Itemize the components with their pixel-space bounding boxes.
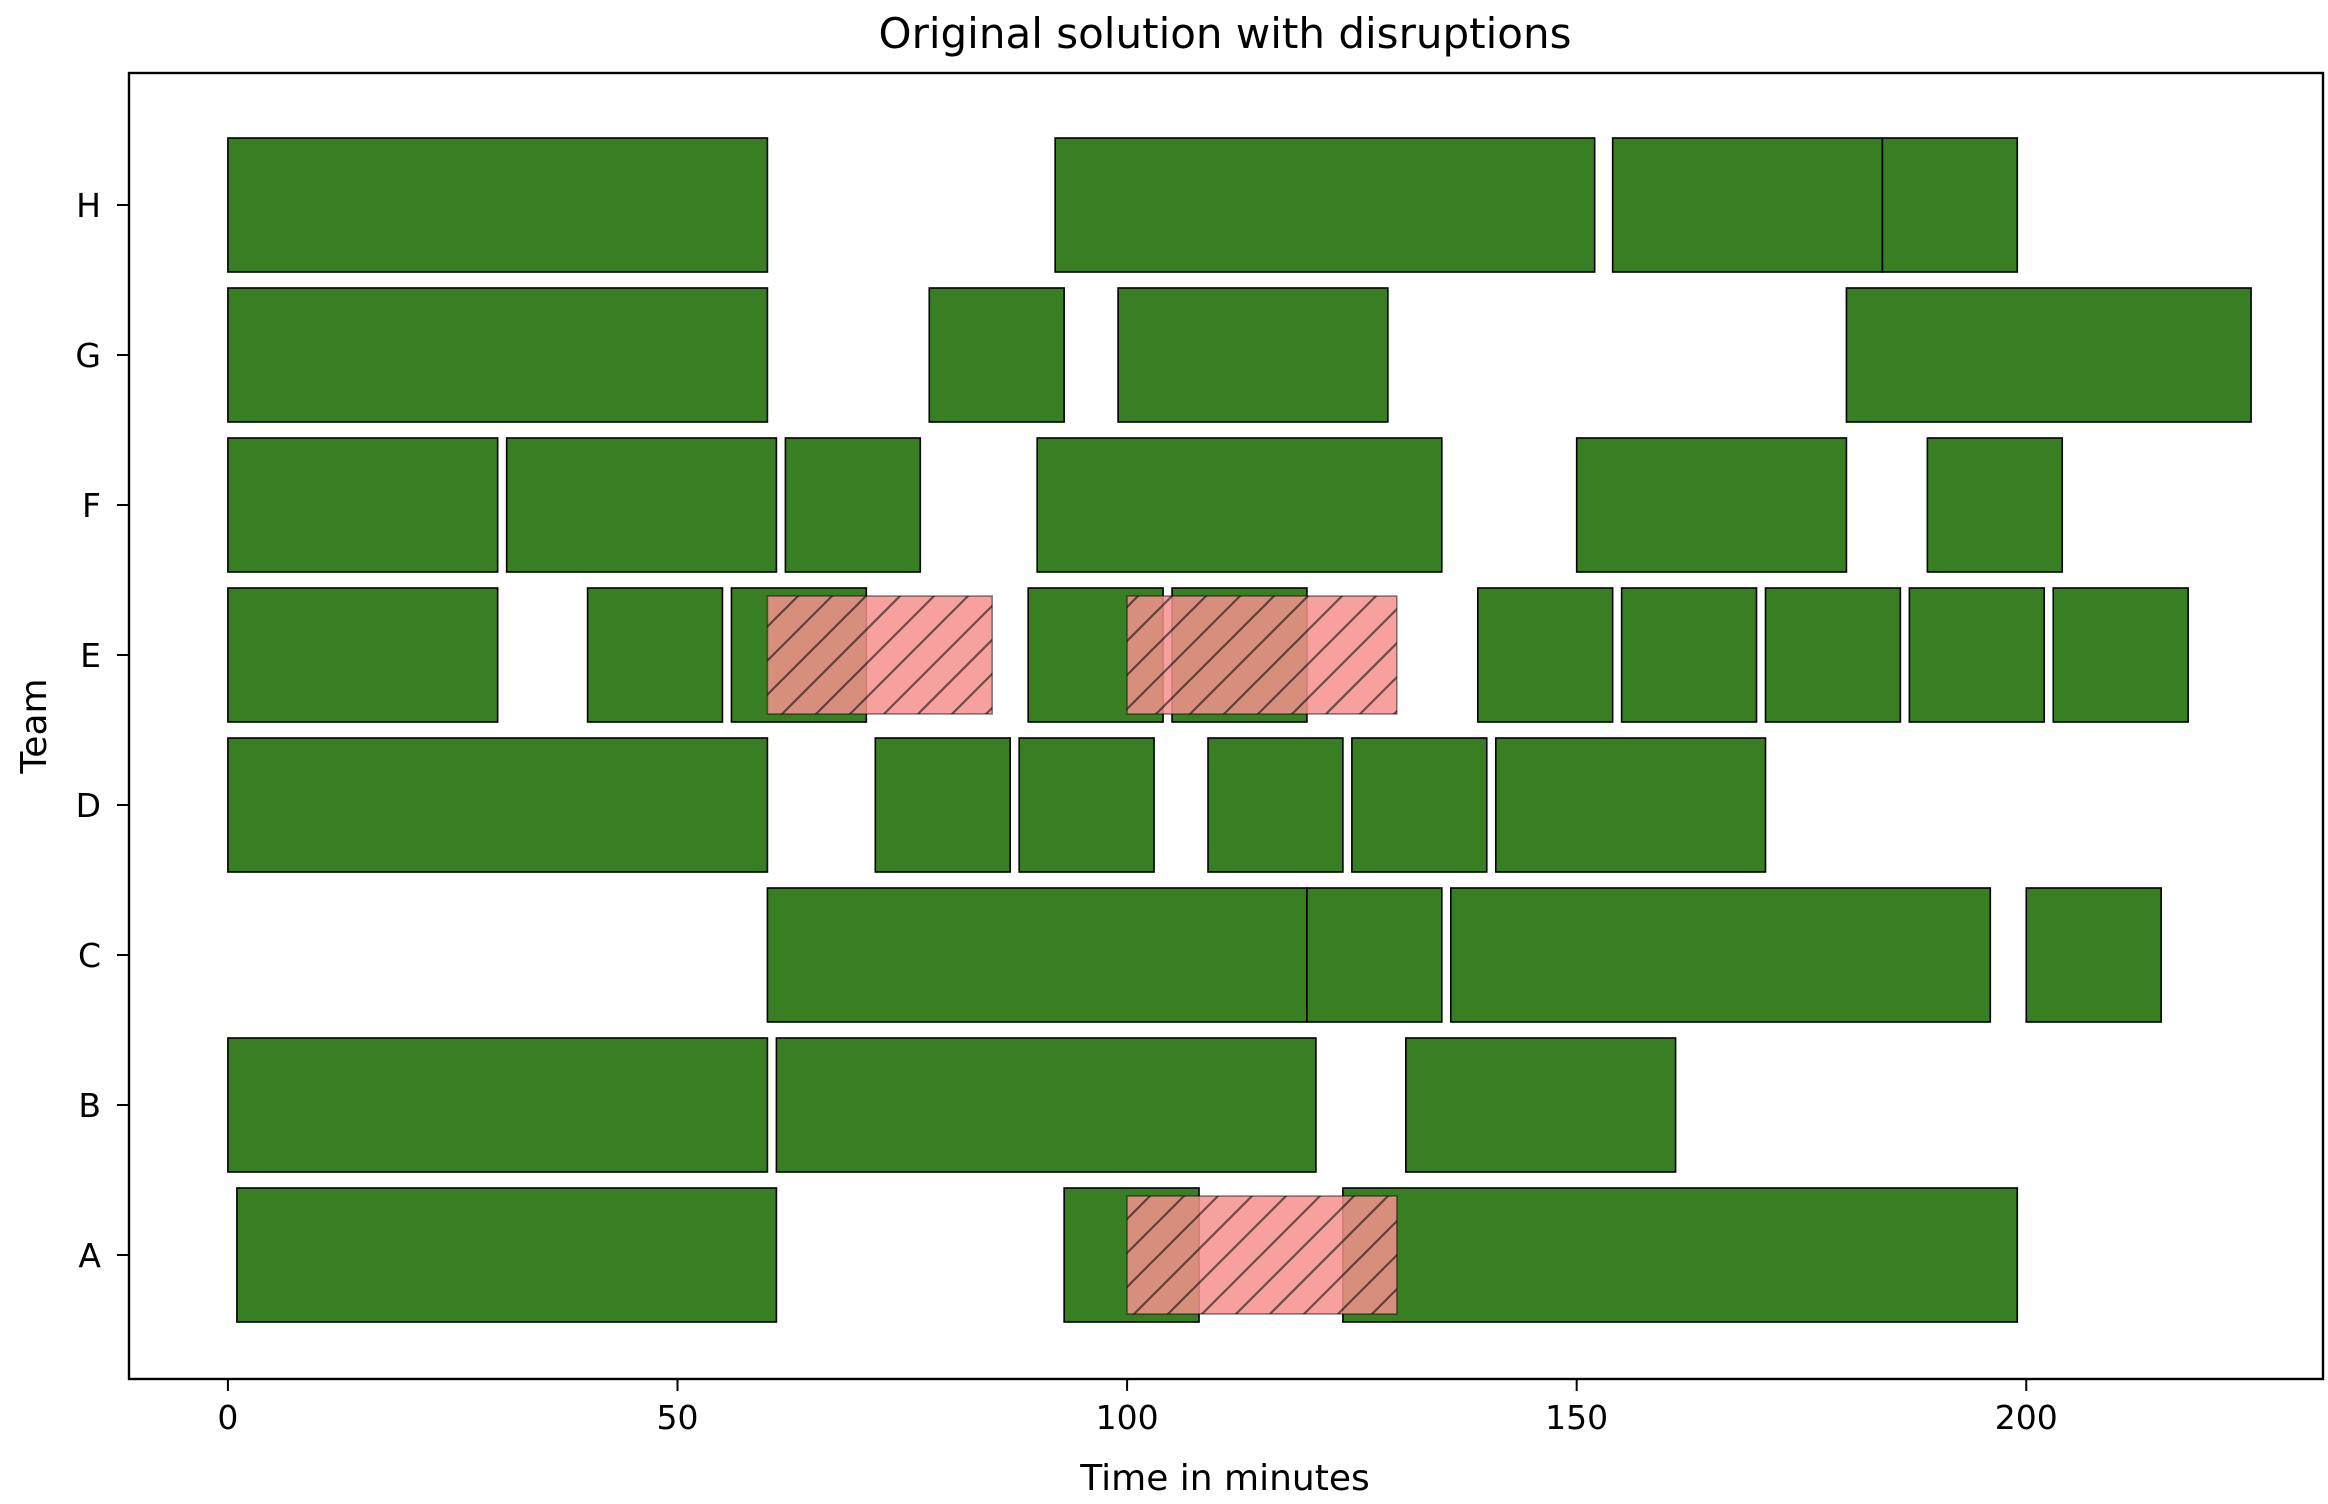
x-tick-label-50: 50 — [657, 1398, 699, 1437]
task-bar-h-1 — [227, 137, 769, 273]
task-bar-f-2 — [505, 437, 778, 573]
y-tick-label-a: A — [78, 1236, 101, 1275]
task-bar-h-3 — [1611, 137, 1884, 273]
task-bar-a-3 — [1342, 1187, 2019, 1323]
tasks-layer — [227, 137, 2252, 1323]
disruption-e-1 — [766, 595, 994, 715]
task-bar-b-2 — [775, 1037, 1317, 1173]
y-tick-label-d: D — [76, 786, 101, 825]
x-axis-ticks: 0 50 100 150 200 — [217, 1379, 2058, 1437]
task-bar-c-1 — [766, 887, 1308, 1023]
task-bar-f-6 — [1926, 437, 2064, 573]
y-tick-label-e: E — [80, 636, 101, 675]
disruption-e-2 — [1126, 595, 1398, 715]
task-bar-d-4 — [1207, 737, 1344, 873]
task-bar-g-1 — [227, 287, 769, 423]
y-tick-label-c: C — [78, 936, 101, 975]
task-bar-f-3 — [784, 437, 922, 573]
task-bar-f-1 — [227, 437, 499, 573]
y-tick-label-g: G — [75, 336, 101, 375]
task-bar-e-7 — [1620, 587, 1758, 723]
disruptions-layer — [766, 595, 1398, 1315]
task-bar-c-3 — [1449, 887, 1992, 1023]
task-bar-b-3 — [1405, 1037, 1677, 1173]
task-bar-e-6 — [1476, 587, 1614, 723]
task-bar-g-4 — [1845, 287, 2252, 423]
y-axis-label: Team — [14, 678, 55, 774]
chart-title: Original solution with disruptions — [879, 9, 1572, 58]
task-bar-d-3 — [1018, 737, 1155, 873]
task-bar-d-5 — [1351, 737, 1488, 873]
task-bar-b-1 — [227, 1037, 769, 1173]
y-tick-label-f: F — [82, 486, 101, 525]
task-bar-a-1 — [236, 1187, 778, 1323]
x-tick-label-100: 100 — [1096, 1398, 1159, 1437]
x-tick-label-200: 200 — [1995, 1398, 2058, 1437]
task-bar-d-6 — [1494, 737, 1767, 873]
task-bar-e-8 — [1764, 587, 1902, 723]
task-bar-d-2 — [874, 737, 1011, 873]
x-tick-label-150: 150 — [1545, 1398, 1608, 1437]
task-bar-e-9 — [1908, 587, 2046, 723]
task-bar-e-1 — [227, 587, 499, 723]
task-bar-c-2 — [1306, 887, 1443, 1023]
task-bar-d-1 — [227, 737, 769, 873]
task-bar-g-2 — [928, 287, 1065, 423]
disruption-a-1 — [1126, 1195, 1398, 1315]
plot-frame — [127, 71, 2325, 1381]
task-bar-e-2 — [586, 587, 724, 723]
x-axis-label: Time in minutes — [1079, 1458, 1370, 1499]
y-axis-ticks: A B C D E F G H — [75, 186, 129, 1275]
task-bar-h-4 — [1881, 137, 2019, 273]
task-bar-e-10 — [2052, 587, 2189, 723]
task-bar-f-4 — [1036, 437, 1443, 573]
task-bar-h-2 — [1054, 137, 1596, 273]
task-bar-g-3 — [1117, 287, 1389, 423]
y-tick-label-b: B — [78, 1086, 101, 1125]
x-tick-label-0: 0 — [217, 1398, 238, 1437]
task-bar-c-4 — [2025, 887, 2162, 1023]
y-tick-label-h: H — [76, 186, 101, 225]
task-bar-f-5 — [1575, 437, 1848, 573]
